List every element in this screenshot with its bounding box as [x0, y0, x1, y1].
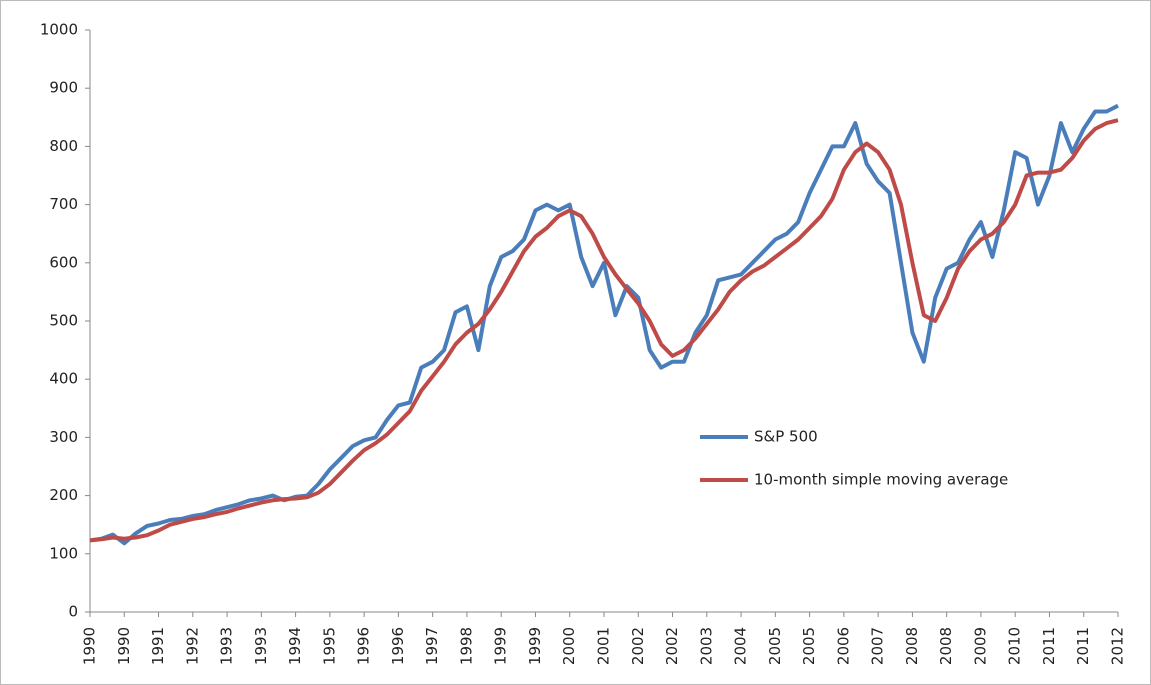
x-tick-label: 1995: [320, 627, 338, 665]
x-tick-label: 1996: [355, 627, 373, 665]
series-line: [89, 103, 1119, 546]
x-tick-label: 2011: [1040, 627, 1058, 665]
x-tick-label: 1990: [81, 627, 99, 665]
x-tick-label: 1992: [183, 627, 201, 665]
x-tick-label: 1996: [389, 627, 407, 665]
series-line: [89, 118, 1119, 543]
x-tick-label: 1993: [218, 627, 236, 665]
legend-label: 10-month simple moving average: [754, 471, 1008, 489]
y-tick-label: 1000: [40, 21, 78, 39]
x-tick-label: 2012: [1109, 627, 1127, 665]
x-tick-label: 2011: [1074, 627, 1092, 665]
x-tick-label: 2005: [800, 627, 818, 665]
x-tick-label: 1997: [423, 627, 441, 665]
x-tick-label: 2005: [766, 627, 784, 665]
x-tick-label: 2007: [869, 627, 887, 665]
y-tick-label: 100: [49, 544, 78, 562]
y-tick-label: 700: [49, 195, 78, 213]
y-tick-label: 200: [49, 486, 78, 504]
legend-label: S&P 500: [754, 428, 818, 446]
y-tick-label: 800: [49, 137, 78, 155]
y-tick-label: 600: [49, 253, 78, 271]
y-tick-label: 400: [49, 370, 78, 388]
x-tick-label: 1990: [115, 627, 133, 665]
y-tick-label: 900: [49, 79, 78, 97]
y-tick-label: 300: [49, 428, 78, 446]
x-tick-label: 2003: [697, 627, 715, 665]
x-tick-label: 1991: [149, 627, 167, 665]
x-tick-label: 2006: [834, 627, 852, 665]
x-tick-label: 1999: [492, 627, 510, 665]
y-tick-label: 0: [68, 603, 78, 621]
x-tick-label: 1994: [286, 627, 304, 665]
x-tick-label: 1998: [457, 627, 475, 665]
x-tick-label: 2008: [903, 627, 921, 665]
x-tick-label: 2000: [560, 627, 578, 665]
x-tick-label: 2008: [937, 627, 955, 665]
y-tick-label: 500: [49, 312, 78, 330]
x-tick-label: 2004: [732, 627, 750, 665]
x-tick-label: 2009: [971, 627, 989, 665]
x-tick-label: 2001: [595, 627, 613, 665]
x-tick-label: 1999: [526, 627, 544, 665]
x-tick-label: 2010: [1006, 627, 1024, 665]
x-tick-label: 2002: [629, 627, 647, 665]
x-tick-label: 2002: [663, 627, 681, 665]
x-tick-label: 1993: [252, 627, 270, 665]
